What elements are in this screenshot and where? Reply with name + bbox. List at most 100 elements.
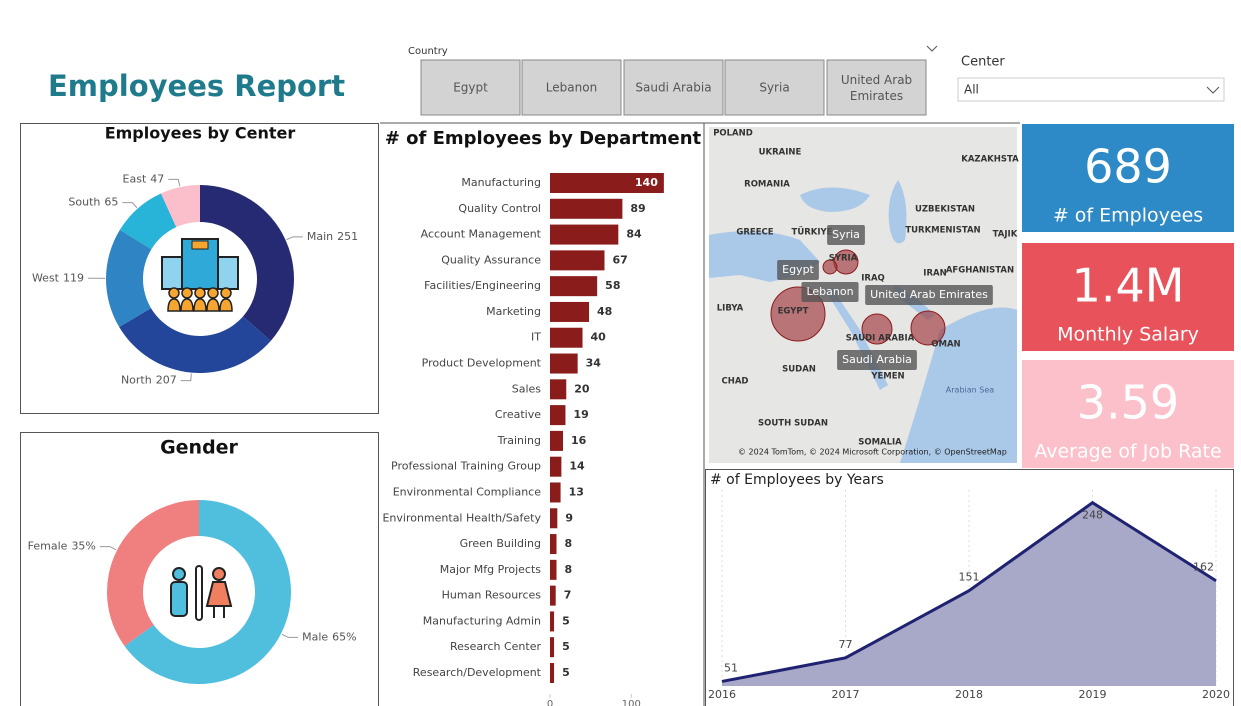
map-label: EGYPT — [778, 307, 809, 317]
map-label: LIBYA — [717, 304, 744, 314]
donut-slice — [105, 229, 152, 327]
x-tick-label: 2019 — [1079, 688, 1107, 701]
icon-part — [219, 298, 233, 312]
value-label: 84 — [626, 228, 642, 241]
country-button[interactable] — [826, 59, 927, 116]
map-label: UZBEKISTAN — [915, 205, 975, 215]
country-button[interactable] — [420, 59, 521, 116]
icon-part — [161, 256, 183, 290]
data-label: 162 — [1193, 561, 1214, 574]
value-label: 40 — [591, 331, 607, 344]
bar — [550, 224, 619, 245]
button-label-line: United Arab — [841, 73, 912, 87]
chart-title: # of Employees by Department — [385, 128, 702, 149]
map-label: UKRAINE — [759, 148, 802, 158]
bar — [550, 637, 555, 658]
dropdown[interactable] — [957, 77, 1225, 102]
donut-slice — [107, 500, 199, 647]
card-value: 1.4M — [1072, 259, 1185, 313]
value-label: 20 — [574, 382, 590, 395]
tooltip-box — [801, 282, 859, 302]
icon-part — [220, 287, 232, 299]
leader-line — [168, 178, 181, 187]
map-label: OMAN — [931, 340, 960, 350]
map-label: AFGHANISTAN — [946, 266, 1014, 276]
bar — [550, 456, 562, 477]
category-label: Training — [497, 434, 541, 447]
x-tick-label: 0 — [547, 699, 553, 706]
x-tick-label: 100 — [622, 699, 641, 706]
map-label: SOUTH SUDAN — [758, 419, 828, 429]
donut-slice — [160, 185, 200, 228]
data-label: South 65 — [68, 196, 118, 209]
x-tick-label: 2017 — [832, 688, 860, 701]
map-tooltip: Syria — [832, 228, 860, 241]
data-label: 51 — [724, 661, 738, 674]
value-label: 16 — [571, 434, 587, 447]
label-value: 251 — [337, 230, 358, 243]
bar — [550, 301, 590, 322]
tooltip-box — [865, 285, 993, 305]
value-label: 19 — [573, 408, 588, 421]
label-value: 47 — [150, 172, 164, 185]
map-tooltip: Saudi Arabia — [842, 353, 912, 366]
donut-slice — [124, 500, 291, 684]
report-title: Employees Report — [48, 69, 345, 103]
country-button[interactable] — [521, 59, 622, 116]
chart-title: # of Employees by Years — [710, 472, 884, 488]
country-button[interactable] — [724, 59, 825, 116]
label-category: East — [123, 172, 147, 185]
data-label: East 47 — [123, 172, 165, 185]
bar — [550, 250, 605, 271]
tooltip-box — [777, 260, 819, 280]
category-label: Research Center — [450, 640, 541, 653]
label-value: 119 — [63, 271, 84, 284]
category-label: Manufacturing Admin — [423, 614, 541, 627]
button-label: Egypt — [453, 81, 488, 95]
value-label: 58 — [605, 279, 620, 292]
category-label: Environmental Health/Safety — [382, 511, 541, 524]
map-label: GREECE — [736, 228, 773, 238]
cards: 689 # of Employees 1.4M Monthly Salary 3.59 A… — [1022, 124, 1234, 468]
chart-title: Gender — [160, 437, 238, 459]
chevron — [926, 45, 938, 52]
bar — [550, 508, 558, 529]
value-label: 7 — [564, 589, 572, 602]
label-category: North — [121, 374, 152, 387]
panel — [20, 432, 379, 706]
map-label: TURKMENISTAN — [905, 226, 980, 236]
button-label: United Arab Emirates — [841, 73, 912, 103]
card-value: 689 — [1084, 140, 1172, 194]
category-label: IT — [531, 331, 541, 344]
label-value: 35% — [71, 540, 95, 553]
map-tooltip: United Arab Emirates — [870, 288, 988, 301]
dropdown-value: All — [964, 83, 979, 97]
category-label: Environmental Compliance — [393, 485, 542, 498]
leader-line — [180, 373, 192, 382]
country-slicer: Egypt Lebanon Saudi Arabia Syria United Arab… — [420, 59, 927, 116]
icon-part — [191, 240, 209, 250]
country-button[interactable] — [623, 59, 724, 116]
icon-part — [194, 287, 206, 299]
map-label: KAZAKHSTA — [961, 155, 1019, 165]
icon-part — [212, 567, 226, 581]
label-category: Main — [307, 230, 333, 243]
value-label: 14 — [569, 460, 585, 473]
data-label: Female 35% — [28, 540, 96, 553]
icon-part — [180, 298, 194, 312]
value-label: 8 — [565, 563, 573, 576]
card-value: 3.59 — [1077, 376, 1179, 430]
map-attribution: © 2024 TomTom, © 2024 Microsoft Corporat… — [738, 448, 1007, 457]
chevron — [1206, 86, 1220, 94]
map-label: Arabian Sea — [946, 386, 994, 395]
label-category: South — [68, 196, 100, 209]
category-label: Major Mfg Projects — [440, 563, 542, 576]
icon-part — [193, 298, 207, 312]
icon-part — [172, 567, 186, 581]
icon-part — [195, 565, 203, 621]
x-tick-label: 2016 — [708, 688, 736, 701]
panel — [705, 469, 1234, 706]
card — [1022, 243, 1234, 351]
map-label: TAJIK — [993, 230, 1018, 240]
map-label: IRAQ — [861, 274, 885, 284]
